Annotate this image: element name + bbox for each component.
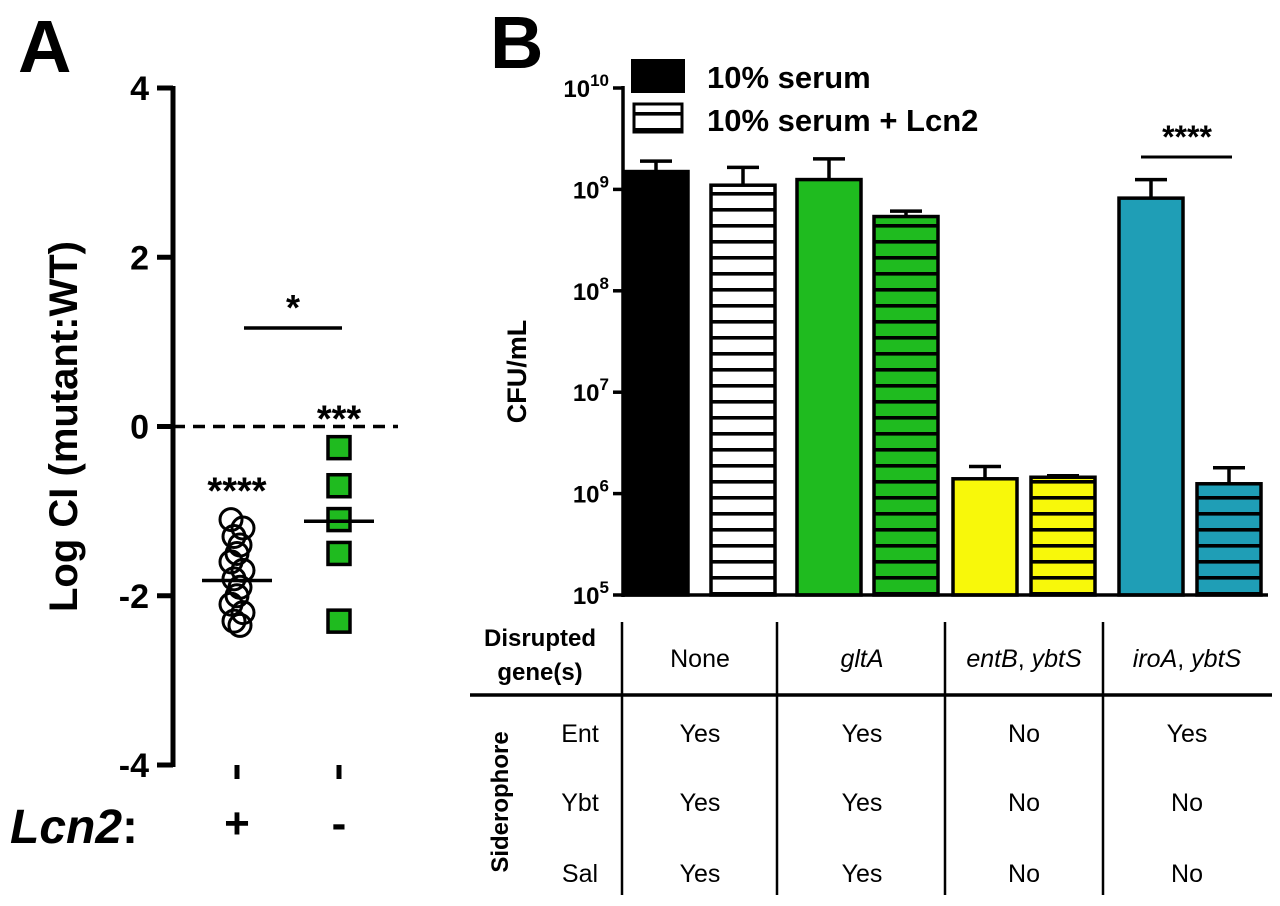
panel-a-letter: A [18,5,71,88]
panel-a-comparison: * [244,287,342,330]
panel-b-genotype-table: Disrupted gene(s) None gltA entB, ybtS iroA… [470,622,1272,895]
error-bar [969,464,1001,479]
data-point [221,608,247,634]
y-tick-label: -2 [119,578,149,616]
panel-a-significance-labels: ******* [207,399,361,513]
table-row-name: Ent [561,720,599,748]
error-bar [1135,177,1167,199]
table-column-headers: None gltA entB, ybtS iroA, ybtS [670,645,1241,673]
y-tick-label: 109 [573,172,609,204]
panel-b-error-bars [640,157,1245,484]
data-point [230,515,256,541]
error-bar [813,157,845,180]
table-column-header: None [670,645,730,673]
y-tick-label: 108 [573,274,609,306]
panel-a-comparison-label: * [286,287,300,328]
error-bar [1047,473,1079,478]
data-point [227,612,253,638]
panel-a-y-axis-label: Log CI (mutant:WT) [42,241,86,612]
y-tick-label: -4 [119,747,149,785]
data-point [326,434,352,461]
table-rows: Ent Yes Yes No Yes Ybt Yes Yes No No Sal Yes Yes No No [561,720,1207,888]
error-bar [1213,465,1245,484]
y-tick-label: 1010 [563,71,609,103]
data-point [326,540,352,567]
table-cell: Yes [680,860,721,888]
table-column-header: gltA [840,645,883,673]
error-bar [890,209,922,217]
bar [1195,482,1263,597]
y-tick-label: 105 [573,578,609,610]
table-row-group-label: Siderophore [487,731,514,872]
y-tick-label: 2 [130,239,149,277]
significance-label: *** [317,399,362,441]
panel-b-bars [622,169,1263,597]
table-cell: No [1171,789,1203,817]
y-tick-label: 0 [130,409,149,447]
table-row-name: Ybt [561,789,599,817]
panel-a: A 420-2-4 Log CI (mutant:WT) ******* * +… [10,5,398,854]
significance-label: **** [207,471,266,513]
bar [951,477,1019,597]
panel-a-y-ticks [157,85,173,768]
table-header-label-line2: gene(s) [497,659,582,686]
bar [1117,196,1185,597]
panel-b-legend: 10% serum 10% serum + Lcn2 [631,59,978,138]
legend-label-striped: 10% serum + Lcn2 [707,103,978,138]
table-cell: Yes [1167,720,1208,748]
data-point [230,600,256,626]
panel-a-lcn2-label: Lcn2: [10,801,138,854]
y-tick-label: 106 [573,477,609,509]
bar [795,177,863,597]
data-point [326,472,352,499]
table-cell: Yes [842,720,883,748]
table-header-label-line1: Disrupted [484,625,596,652]
bar [709,183,777,597]
table-cell: No [1171,860,1203,888]
x-tick-label: - [332,799,347,848]
panel-a-points [218,434,352,638]
table-row-name: Sal [562,860,598,888]
table-cell: No [1008,720,1040,748]
table-column-header: iroA, ybtS [1133,645,1242,673]
error-bar [640,159,672,172]
bar [622,169,690,597]
y-tick-label: 107 [573,375,609,407]
error-bar [727,165,759,186]
panel-b-y-axis-label: CFU/mL [502,320,532,424]
panel-a-y-tick-labels: 4 2 0 -2 -4 [119,70,149,785]
panel-a-x-tick-labels: + - [224,799,346,848]
y-tick-label: 4 [130,70,149,108]
table-cell: No [1008,789,1040,817]
panel-a-medians [202,519,374,583]
table-cell: Yes [680,720,721,748]
panel-b-y-tick-labels: 105 106 107 108 109 1010 [563,71,609,610]
legend-swatch-striped [632,102,684,134]
panel-b-letter: B [490,1,543,84]
data-point [326,608,352,634]
table-cell: Yes [842,789,883,817]
table-cell: Yes [842,860,883,888]
bar [872,214,940,597]
bar [1029,475,1097,597]
panel-b-comparison-label: **** [1162,119,1212,155]
table-cell: No [1008,860,1040,888]
panel-b: B 10% serum 10% serum + Lcn2 CFU/mL 1051… [470,1,1272,895]
panel-a-x-ticks [234,765,342,779]
legend-label-solid: 10% serum [707,60,871,95]
legend-swatch-solid [631,59,685,93]
x-tick-label: + [224,799,250,848]
table-column-header: entB, ybtS [966,645,1082,673]
table-cell: Yes [680,789,721,817]
panel-b-comparison: **** [1141,119,1232,159]
